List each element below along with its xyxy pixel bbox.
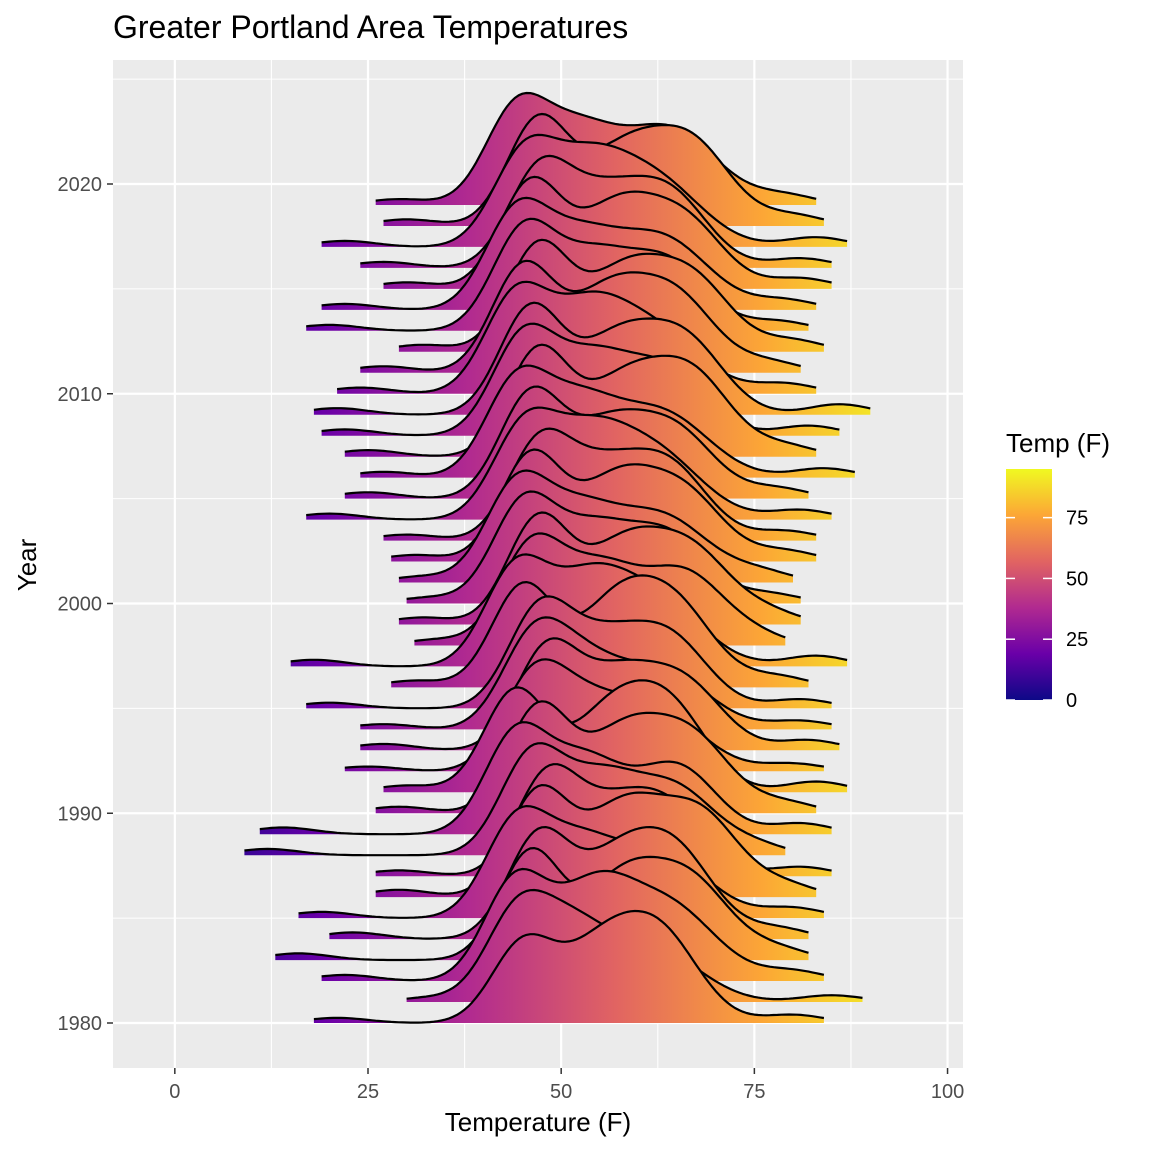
ridge-outline (344, 658, 825, 772)
ridge-outline (321, 867, 825, 982)
ridge-outline (329, 826, 809, 940)
ridge-outline (375, 784, 817, 895)
y-tick-label: 1980 (58, 1013, 103, 1035)
ridge-outline (360, 364, 855, 476)
ridge-outline (360, 154, 832, 268)
ridge-outline (306, 406, 832, 521)
ridge-1980 (313, 909, 825, 1024)
x-axis-title: Temperature (F) (445, 1107, 631, 1137)
y-tick-label: 2010 (58, 384, 103, 406)
x-tick-label: 0 (169, 1081, 180, 1103)
ridge-outline (375, 700, 817, 812)
x-tick-label: 25 (357, 1081, 379, 1103)
ridge-outline (383, 679, 848, 789)
legend-tick-label: 75 (1066, 508, 1088, 530)
ridge-outline (344, 343, 817, 457)
ridge-outline (360, 259, 801, 371)
ridge-outline (321, 133, 848, 248)
ridge-outline (391, 448, 817, 558)
ridge-fill (313, 911, 824, 1023)
ridge-outline (344, 385, 809, 499)
ridge-outline (383, 175, 832, 286)
ridge-outline (360, 616, 832, 729)
ridge-outline (360, 637, 840, 751)
ridge-outline (298, 805, 825, 919)
axes: 0 25 50 75 100 1980 1990 2000 2010 2020 (58, 174, 965, 1103)
ridge-outline (391, 574, 809, 684)
y-tick-label: 2020 (58, 174, 103, 196)
ridge-outline (375, 91, 817, 202)
ridge-outline (398, 238, 825, 348)
ridges (244, 91, 871, 1024)
ridge-outline (313, 909, 825, 1024)
ridge-outline (290, 553, 848, 668)
ridge-outline (313, 301, 871, 416)
ridge-outline (336, 280, 817, 394)
legend-tick-label: 50 (1066, 568, 1088, 590)
legend: Temp (F) 0 25 50 75 (1006, 428, 1110, 712)
y-tick-label: 2000 (58, 594, 103, 616)
ridge-outline (398, 511, 802, 621)
ridge-outline (244, 742, 786, 857)
ridge-outline (306, 595, 832, 710)
ridge-outline (398, 469, 794, 580)
legend-tick-label: 0 (1066, 690, 1077, 712)
y-axis-title: Year (12, 538, 42, 591)
legend-tick-label: 25 (1066, 629, 1088, 651)
ridge-outline (275, 847, 809, 962)
legend-ticks: 0 25 50 75 (1006, 508, 1088, 712)
x-tick-label: 100 (931, 1081, 964, 1103)
x-tick-label: 50 (550, 1081, 572, 1103)
legend-colorbar (1006, 469, 1052, 700)
y-tick-label: 1990 (58, 803, 103, 825)
ridge-outline (383, 427, 817, 538)
ridge-outline (259, 721, 832, 836)
legend-title: Temp (F) (1006, 428, 1110, 458)
x-tick-label: 75 (743, 1081, 765, 1103)
ridge-outline (321, 196, 817, 310)
chart-title: Greater Portland Area Temperatures (113, 9, 628, 45)
